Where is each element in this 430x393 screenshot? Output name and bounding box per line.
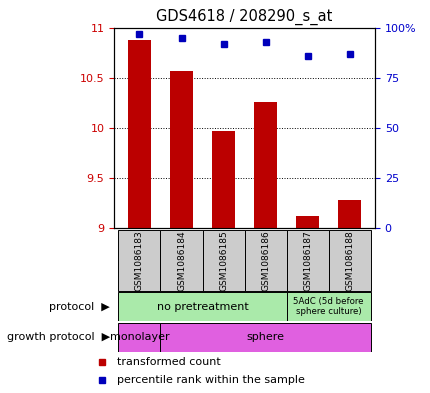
Bar bbox=[128, 40, 150, 228]
Bar bbox=[244, 230, 286, 291]
Text: no pretreatment: no pretreatment bbox=[156, 302, 248, 312]
Text: GSM1086184: GSM1086184 bbox=[177, 230, 186, 291]
Bar bbox=[160, 323, 370, 352]
Text: protocol  ▶: protocol ▶ bbox=[49, 302, 110, 312]
Text: GSM1086185: GSM1086185 bbox=[218, 230, 227, 291]
Bar bbox=[295, 216, 319, 228]
Text: 5AdC (5d before
sphere culture): 5AdC (5d before sphere culture) bbox=[293, 297, 363, 316]
Text: GSM1086187: GSM1086187 bbox=[302, 230, 311, 291]
Text: growth protocol  ▶: growth protocol ▶ bbox=[7, 332, 110, 342]
Bar bbox=[202, 230, 244, 291]
Bar bbox=[286, 292, 370, 321]
Bar bbox=[118, 292, 286, 321]
Text: sphere: sphere bbox=[246, 332, 284, 342]
Title: GDS4618 / 208290_s_at: GDS4618 / 208290_s_at bbox=[156, 9, 332, 25]
Bar bbox=[118, 230, 160, 291]
Text: GSM1086186: GSM1086186 bbox=[261, 230, 270, 291]
Bar bbox=[253, 102, 276, 228]
Bar bbox=[212, 131, 235, 228]
Bar bbox=[328, 230, 370, 291]
Text: GSM1086183: GSM1086183 bbox=[135, 230, 144, 291]
Bar bbox=[160, 230, 202, 291]
Bar bbox=[118, 323, 160, 352]
Text: monolayer: monolayer bbox=[109, 332, 169, 342]
Bar bbox=[286, 230, 328, 291]
Text: percentile rank within the sample: percentile rank within the sample bbox=[117, 375, 304, 385]
Text: GSM1086188: GSM1086188 bbox=[344, 230, 353, 291]
Bar bbox=[169, 71, 193, 228]
Bar bbox=[338, 200, 360, 228]
Text: transformed count: transformed count bbox=[117, 357, 220, 367]
